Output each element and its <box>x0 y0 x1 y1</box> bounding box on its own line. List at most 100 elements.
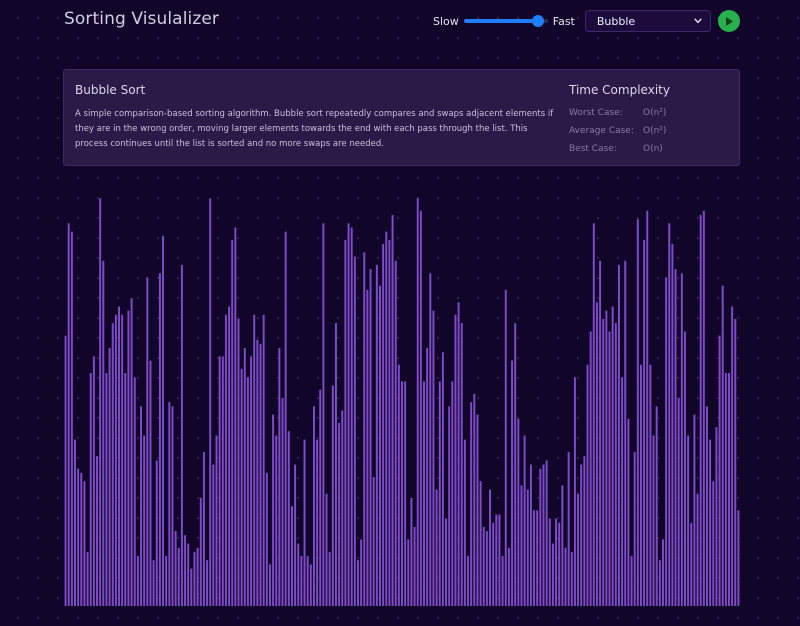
array-bar <box>429 273 432 606</box>
array-bar <box>303 439 306 606</box>
array-bar <box>621 377 624 606</box>
array-bar <box>218 356 221 606</box>
array-bar <box>583 456 586 606</box>
array-bar <box>501 556 504 606</box>
array-bar <box>586 364 589 606</box>
array-bar <box>165 556 168 606</box>
array-bar <box>504 289 507 606</box>
array-bar <box>96 456 98 606</box>
array-bar <box>268 564 271 606</box>
array-bar <box>224 314 227 606</box>
array-bar <box>105 373 108 606</box>
array-bar <box>171 406 174 606</box>
algorithm-select[interactable]: Bubble <box>584 10 711 32</box>
speed-slider-fill <box>463 19 539 23</box>
array-bar <box>67 223 70 606</box>
array-bar <box>602 318 605 606</box>
play-icon <box>726 16 733 26</box>
array-bar <box>482 526 485 606</box>
array-bar <box>617 264 620 606</box>
array-bar <box>690 522 693 606</box>
complexity-label: Best Case: <box>569 144 617 154</box>
array-bar <box>196 547 199 606</box>
array-bar <box>246 377 249 606</box>
array-bar <box>297 543 300 606</box>
algorithm-select-value: Bubble <box>596 14 636 28</box>
array-bar <box>661 539 664 606</box>
array-bar <box>548 518 551 606</box>
array-bar <box>555 518 558 606</box>
array-bar <box>281 398 284 606</box>
array-bar <box>287 431 290 606</box>
array-bar <box>388 239 391 606</box>
array-bar <box>256 339 259 606</box>
array-bar <box>331 385 334 606</box>
play-button[interactable] <box>718 10 740 32</box>
array-bar <box>454 314 457 606</box>
array-bar <box>517 418 520 606</box>
array-bar <box>712 481 715 606</box>
array-bar <box>133 377 136 606</box>
array-bar <box>627 418 630 606</box>
array-bar <box>140 406 143 606</box>
array-bar <box>357 560 359 606</box>
array-bar <box>190 568 193 606</box>
speed-slider-thumb[interactable] <box>532 15 545 27</box>
array-bar <box>278 348 281 606</box>
array-bar <box>146 277 149 606</box>
array-bar <box>410 497 413 606</box>
array-bar <box>275 435 278 606</box>
array-bar <box>338 422 341 606</box>
array-bar <box>77 468 80 606</box>
array-bar <box>111 323 114 606</box>
array-bar <box>312 406 315 606</box>
array-bar <box>457 302 460 606</box>
array-bar <box>375 264 378 606</box>
array-bar <box>152 560 155 606</box>
complexity-title: Time Complexity <box>569 83 670 97</box>
array-bar <box>397 364 400 606</box>
complexity-row-average: Average Case: O(n²) <box>569 126 666 136</box>
array-bar <box>523 435 526 606</box>
speed-slider[interactable] <box>463 14 548 28</box>
array-bar <box>674 269 677 606</box>
array-bar <box>360 539 363 606</box>
array-bar <box>693 414 696 606</box>
array-bar <box>309 564 312 606</box>
array-bar <box>379 285 381 606</box>
sorting-bars-area <box>64 198 740 606</box>
array-bar <box>187 543 190 606</box>
array-bar <box>290 506 293 606</box>
array-bar <box>372 477 375 606</box>
array-bar <box>595 302 598 606</box>
array-bar <box>426 348 429 606</box>
array-bar <box>646 210 649 606</box>
array-bar <box>507 547 510 606</box>
array-bar <box>671 244 674 606</box>
array-bar <box>193 551 196 606</box>
array-bar <box>445 518 447 606</box>
array-bar <box>215 435 218 606</box>
array-bar <box>649 364 652 606</box>
array-bar <box>529 464 532 606</box>
array-bar <box>231 239 234 606</box>
array-bar <box>212 464 215 606</box>
array-bar <box>262 314 265 606</box>
array-bar <box>463 439 466 606</box>
array-bar <box>184 535 187 606</box>
array-bar <box>127 310 130 606</box>
array-bar <box>715 427 718 606</box>
array-bar <box>168 402 171 606</box>
array-bar <box>485 531 488 606</box>
array-bar <box>369 269 372 606</box>
array-bar <box>677 398 680 606</box>
array-bar <box>435 489 438 606</box>
speed-min-label: Slow <box>433 14 459 28</box>
array-bar <box>237 318 240 606</box>
array-bar <box>102 260 105 606</box>
speed-max-label: Fast <box>552 14 575 28</box>
array-bar <box>209 198 212 606</box>
array-bar <box>498 514 501 606</box>
array-bar <box>243 348 246 606</box>
array-bar <box>419 210 422 606</box>
